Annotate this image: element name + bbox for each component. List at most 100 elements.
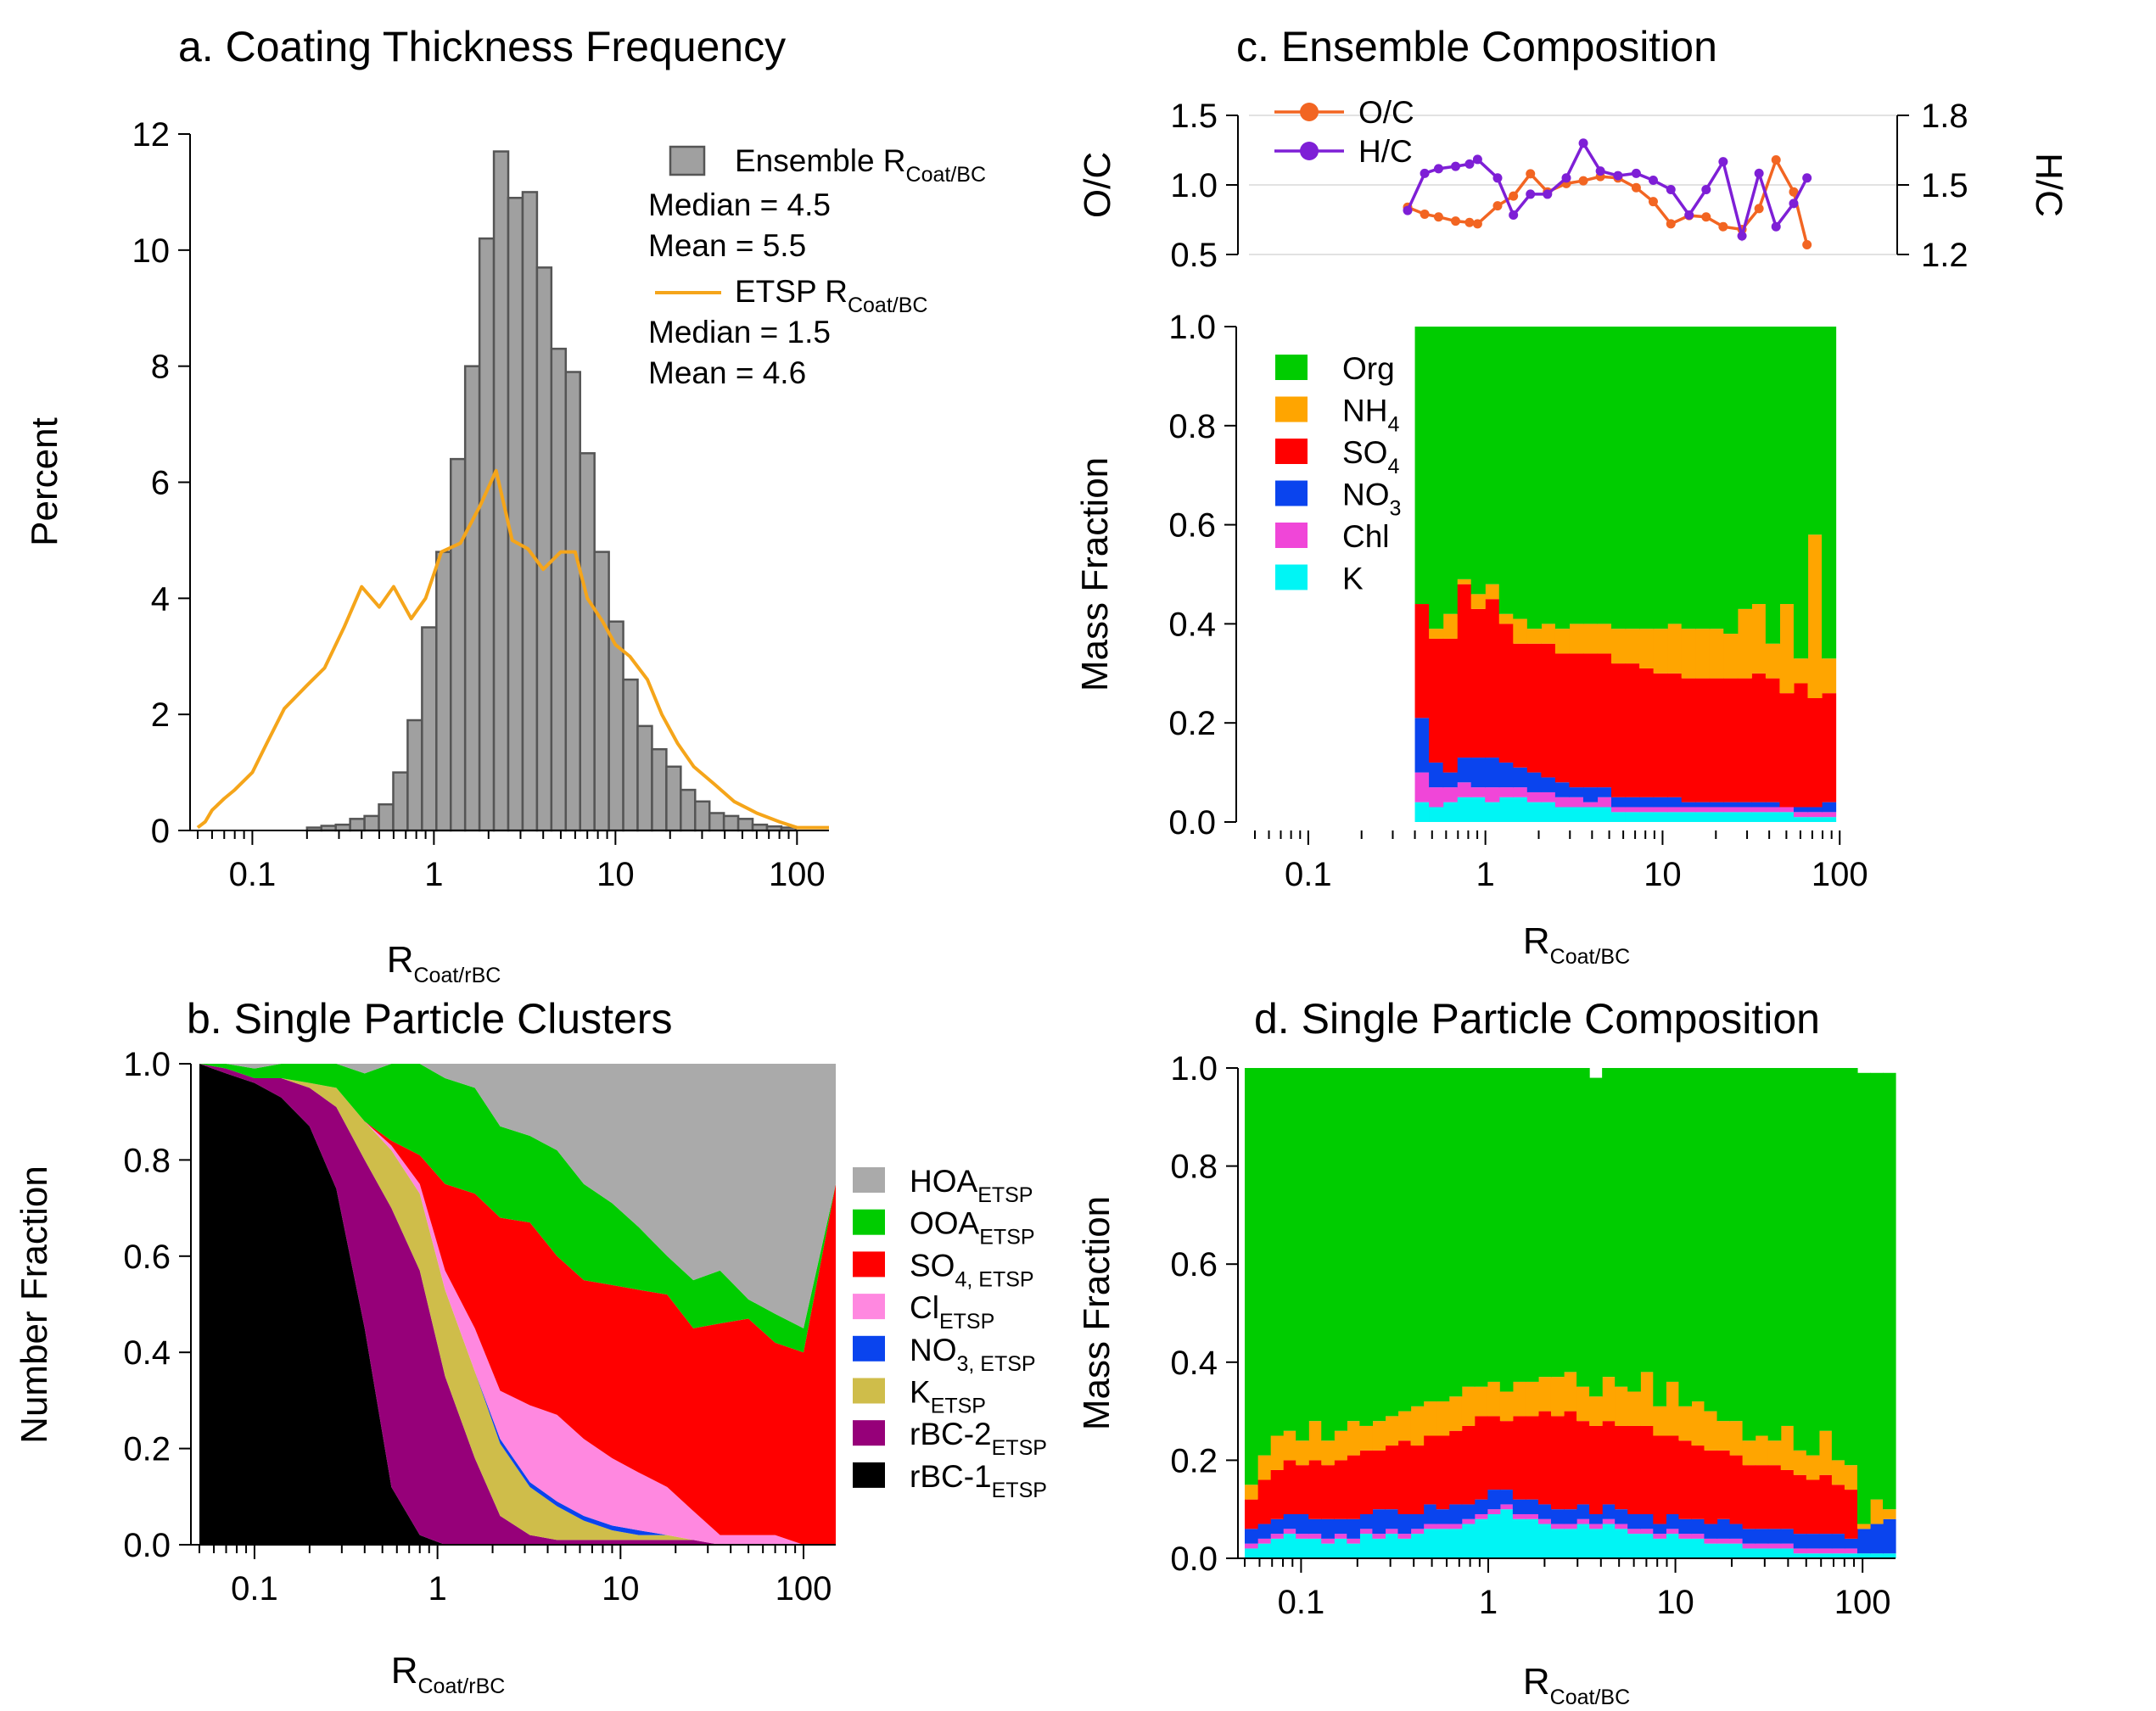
bar-chl [1627,1529,1641,1535]
bar-org [1436,1068,1450,1402]
bar-k [1831,1553,1845,1558]
bar-nh4 [1869,1499,1884,1524]
y-axis-label-right: H/C [2028,153,2069,217]
bar-nh4 [1429,629,1444,639]
bar-org [1793,1068,1807,1451]
bar-chl [1397,1534,1412,1539]
bar-nh4 [1582,623,1599,654]
bar-chl [1639,807,1655,813]
bar-chl [1550,1524,1565,1529]
histogram-bar [680,788,697,832]
chart-title: c. Ensemble Composition [1236,23,1717,70]
point-h-c [1561,173,1571,183]
bar-org [1470,327,1486,595]
bar-chl [1541,791,1556,802]
y-tick-label: 4 [151,580,170,618]
bar-org [1831,1068,1845,1461]
bar-chl [1602,1518,1616,1524]
bar-so4 [1372,1450,1386,1510]
point-h-c [1754,168,1764,178]
y-tick-label: 8 [151,349,170,386]
legend-swatch-ensemble [669,145,706,176]
point-h-c [1578,138,1588,148]
x-tick-label: 100 [776,1570,832,1608]
histogram-bar [593,551,610,832]
point-h-c [1509,210,1519,221]
bar-so4 [1779,693,1795,808]
point-o-c [1701,212,1711,222]
bar-org [1498,327,1514,614]
bar-no3 [1512,1499,1526,1514]
bar-chl [1716,1538,1731,1544]
y-tick-label: 0.8 [1170,1149,1218,1186]
y-tick-label: 0.4 [1168,606,1216,643]
bar-chl [1554,797,1571,808]
bar-nh4 [1499,1391,1514,1422]
bar-no3 [1582,787,1599,802]
bar-org [1525,1068,1539,1382]
bar-so4 [1695,678,1711,802]
legend-swatch-k [1275,564,1308,590]
point-o-c [1472,219,1482,229]
bar-so4 [1525,1416,1539,1500]
histogram-bar [363,814,380,832]
bar-no3 [1704,1524,1718,1539]
point-h-c [1451,161,1461,171]
point-h-c [1648,176,1658,186]
bar-chl [1470,787,1486,797]
bar-k [1844,1553,1858,1558]
bar-k [1793,817,1809,822]
legend-label-etsp: ETSP RCoat/BC [735,274,927,317]
bar-nh4 [1321,1440,1335,1466]
bar-k [1537,1524,1552,1558]
legend-swatch-org [1275,355,1308,380]
bar-k [1729,1543,1744,1558]
bar-so4 [1499,1421,1514,1490]
bar-k [1709,812,1724,822]
bar-so4 [1597,653,1612,788]
bar-k [1582,807,1599,822]
bar-org [1564,1068,1577,1373]
bar-so4 [1765,678,1781,802]
panel-a-coating-thickness-chart: a. Coating Thickness Frequency 0 2 4 6 8 10 12 0… [24,23,986,987]
bar-chl [1695,807,1711,813]
bar-nh4 [1765,643,1781,679]
bar-so4 [1653,673,1668,797]
y-tick-label: 1.2 [1921,237,1968,274]
bar-no3 [1793,1534,1807,1549]
bar-k [1627,1534,1641,1558]
x-axis-label: RCoat/rBC [391,1650,506,1698]
histogram-bar [694,800,711,832]
histogram-bar [435,551,452,832]
point-o-c [1509,191,1519,201]
bar-org [1602,1068,1616,1378]
bar-chl [1245,1543,1258,1549]
point-h-c [1472,154,1482,165]
point-h-c [1701,184,1711,194]
point-o-c [1771,154,1781,165]
legend-marker-o-c [1300,103,1319,121]
bar-so4 [1513,643,1528,768]
bar-org [1653,327,1668,629]
bar-nh4 [1793,1450,1807,1475]
bar-k [1474,1518,1488,1558]
bar-so4 [1576,1421,1590,1505]
bar-k [1742,1548,1756,1558]
bar-so4 [1716,1450,1731,1519]
bar-k [1372,1538,1386,1558]
y-tick-label: 2 [151,696,170,734]
bar-org [1550,1068,1565,1378]
panel-d-single-particle-composition-chart: d. Single Particle Composition 0.0 0.2 0.4 0… [1076,995,1896,1709]
bar-nh4 [1640,1372,1654,1426]
point-h-c [1631,168,1641,178]
point-h-c [1464,159,1475,169]
bar-no3 [1818,1534,1833,1549]
bar-no3 [1296,1513,1309,1535]
legend-swatch-nh4 [1275,396,1308,422]
bar-chl [1257,1538,1271,1544]
histogram-bar [736,818,754,832]
bar-so4 [1436,1435,1450,1510]
bar-k [1691,1538,1705,1558]
bar-chl [1667,807,1683,813]
bar-nh4 [1691,1401,1705,1446]
